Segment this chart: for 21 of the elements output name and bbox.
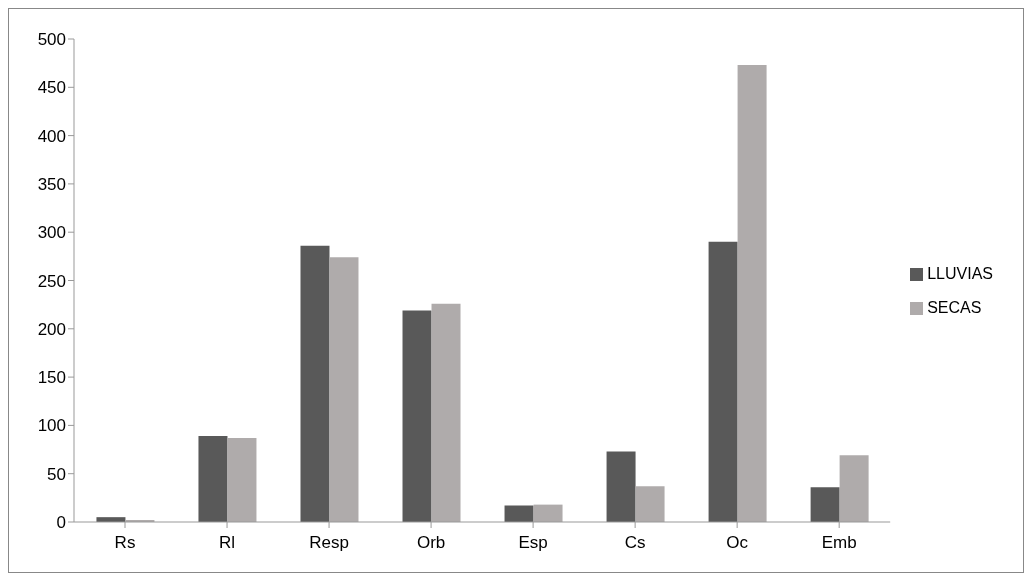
x-tick-label: Cs: [624, 533, 646, 553]
legend-label: SECAS: [927, 298, 982, 316]
y-tick-label: 500: [37, 30, 66, 50]
y-tick-label: 0: [56, 513, 66, 533]
y-tick-label: 300: [37, 223, 66, 243]
y-tick-label: 450: [37, 78, 66, 98]
x-tick-label: Esp: [518, 533, 548, 553]
x-tick-label: Oc: [726, 533, 749, 553]
y-tick-label: 100: [37, 416, 66, 436]
y-tick-label: 350: [37, 174, 66, 194]
x-tick-label: Resp: [309, 533, 349, 553]
y-tick-label: 200: [37, 319, 66, 339]
y-tick-label: 150: [37, 368, 66, 388]
x-tick-label: Rs: [114, 533, 136, 553]
x-tick-label: Orb: [416, 533, 446, 553]
x-tick-label: Rl: [219, 533, 236, 553]
y-tick-label: 400: [37, 126, 66, 146]
x-tick-label: Emb: [821, 533, 857, 553]
legend-label: LLUVIAS: [927, 264, 993, 282]
y-tick-label: 50: [47, 464, 66, 484]
y-tick-label: 250: [37, 271, 66, 291]
